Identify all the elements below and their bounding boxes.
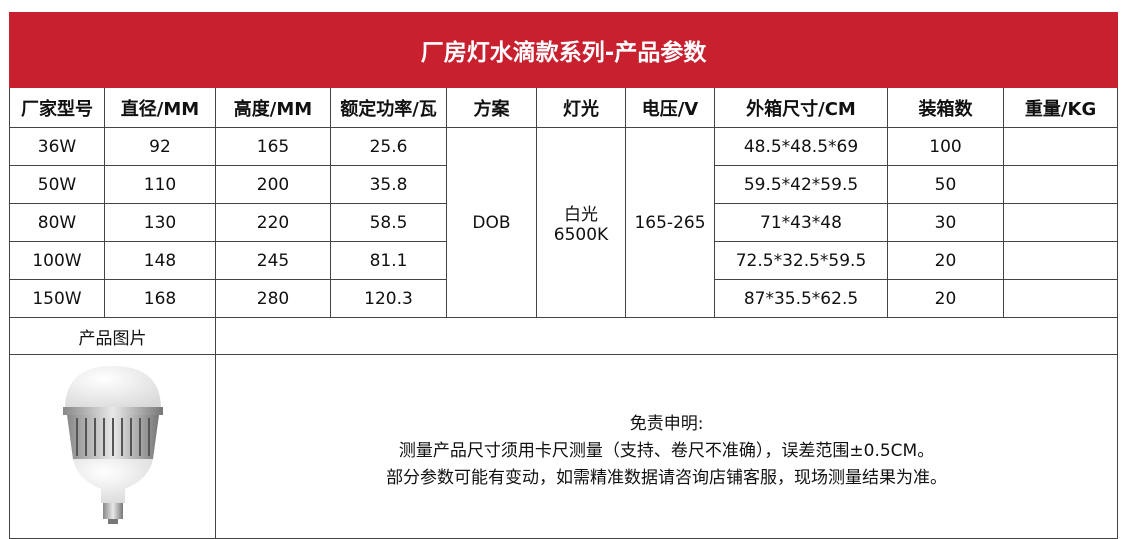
light-line: 白光 (564, 205, 598, 225)
cell: 100W (9, 241, 105, 280)
column-header: 方案 (446, 87, 537, 128)
row: 100W 148 245 81.1 72.5*32.5*59.5 20 (9, 241, 1119, 280)
weight-cell (1002, 203, 1119, 242)
column-header: 额定功率/瓦 (330, 87, 447, 128)
cell: 280 (215, 279, 331, 318)
disclaimer-line: 部分参数可能有变动，如需精准数据请咨询店铺客服，现场测量结果为准。 (386, 468, 948, 488)
cell: 48.5*48.5*69 (714, 127, 888, 166)
cell: 50 (887, 165, 1004, 204)
row: 36W 92 165 25.6 DOB 白光 6500K 165-265 48.5*48.5*6… (9, 127, 1119, 318)
spec-table: 厂房灯水滴款系列-产品参数 厂家型号 直径/MM 高度/MM 额定功率/瓦 方案 灯光 电压… (8, 12, 1119, 539)
weight-cell (1002, 165, 1119, 204)
scheme: DOB (446, 127, 537, 318)
title: 厂房灯水滴款系列-产品参数 (8, 12, 1119, 88)
column-header: 装箱数 (887, 87, 1004, 128)
cell: 87*35.5*62.5 (714, 279, 888, 318)
cell: 92 (104, 127, 216, 166)
column-header: 电压/V (625, 87, 715, 128)
column-header: 重量/KG (1002, 87, 1119, 128)
row: 产品图片 (9, 317, 1119, 355)
cell: 148 (104, 241, 216, 280)
weight-cell (1002, 241, 1119, 280)
cell: 130 (104, 203, 216, 242)
cell: 71*43*48 (714, 203, 888, 242)
cell: 110 (104, 165, 216, 204)
cell: 245 (215, 241, 331, 280)
bulb-icon (62, 366, 163, 524)
blank-cell (214, 317, 1119, 355)
column-header: 厂家型号 (9, 87, 105, 128)
cell: 220 (215, 203, 331, 242)
cell: 200 (215, 165, 331, 204)
picture-label: 产品图片 (9, 317, 216, 355)
voltage: 165-265 (625, 127, 715, 318)
disclaimer-line: 测量产品尺寸须用卡尺测量（支持、卷尺不准确），误差范围±0.5CM。 (398, 441, 935, 461)
column-header: 外箱尺寸/CM (714, 87, 888, 128)
cell: 100 (887, 127, 1004, 166)
column-header: 直径/MM (104, 87, 216, 128)
row: 50W 110 200 35.8 59.5*42*59.5 50 (9, 165, 1119, 204)
row: 150W 168 280 120.3 87*35.5*62.5 20 (9, 279, 1119, 318)
cell: 20 (887, 241, 1004, 280)
cell: 168 (104, 279, 216, 318)
cell: 120.3 (330, 279, 447, 318)
cell: 35.8 (330, 165, 447, 204)
cell: 25.6 (330, 127, 447, 166)
cell: 165 (215, 127, 331, 166)
row: 80W 130 220 58.5 71*43*48 30 (9, 203, 1119, 242)
disclaimer-line: 免责申明: (629, 414, 704, 434)
cell: 30 (887, 203, 1004, 242)
column-header: 高度/MM (215, 87, 331, 128)
weight-cell (1002, 127, 1119, 166)
cell: 150W (9, 279, 105, 318)
row: 免责申明: 测量产品尺寸须用卡尺测量（支持、卷尺不准确），误差范围±0.5CM。部… (9, 354, 1119, 539)
cell: 72.5*32.5*59.5 (714, 241, 888, 280)
cell: 58.5 (330, 203, 447, 242)
cell: 36W (9, 127, 105, 166)
cell: 80W (9, 203, 105, 242)
light-line: 6500K (553, 225, 609, 245)
disclaimer: 免责申明: 测量产品尺寸须用卡尺测量（支持、卷尺不准确），误差范围±0.5CM。部… (214, 354, 1119, 539)
light: 白光 6500K (536, 127, 626, 318)
cell: 59.5*42*59.5 (714, 165, 888, 204)
weight-cell (1002, 279, 1119, 318)
column-header: 灯光 (536, 87, 626, 128)
cell: 50W (9, 165, 105, 204)
product-image (9, 354, 216, 539)
cell: 81.1 (330, 241, 447, 280)
row: 厂家型号 直径/MM 高度/MM 额定功率/瓦 方案 灯光 电压/V 外箱尺寸/CM 装箱数 重量… (9, 87, 1119, 128)
cell: 20 (887, 279, 1004, 318)
